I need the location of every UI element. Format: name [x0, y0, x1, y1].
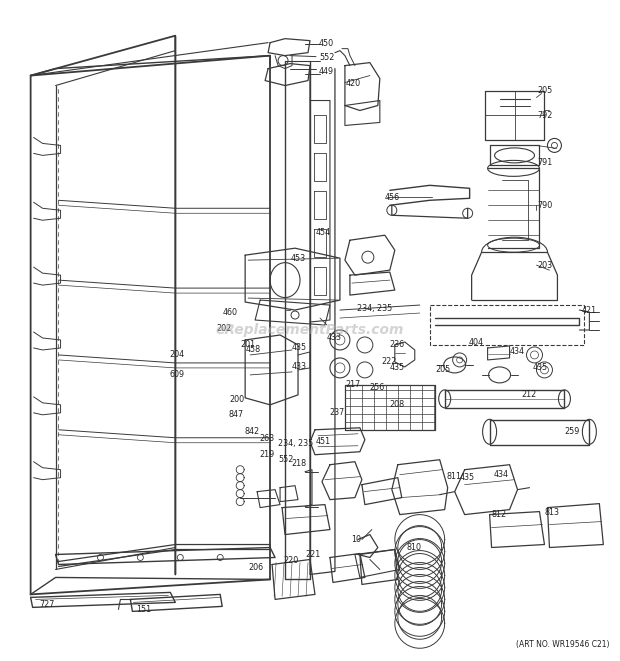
Text: 435: 435: [459, 473, 475, 482]
Text: 221: 221: [305, 550, 321, 559]
Text: 206: 206: [248, 563, 264, 572]
Text: 263: 263: [259, 434, 274, 444]
Text: 813: 813: [544, 508, 559, 517]
Text: 456: 456: [385, 193, 400, 202]
Text: 552: 552: [319, 53, 334, 62]
Text: 10: 10: [351, 535, 361, 544]
Text: 449: 449: [319, 67, 334, 76]
Text: 256: 256: [370, 383, 385, 393]
Text: 259: 259: [564, 427, 580, 436]
Text: 791: 791: [538, 158, 553, 167]
Text: 433: 433: [327, 334, 342, 342]
Text: 212: 212: [521, 391, 537, 399]
Text: 236: 236: [390, 340, 405, 350]
Text: 451: 451: [316, 437, 331, 446]
Text: 222: 222: [382, 358, 397, 366]
Text: 237: 237: [329, 408, 344, 417]
Text: 609: 609: [169, 370, 184, 379]
Text: 205: 205: [538, 86, 553, 95]
Text: 458: 458: [245, 346, 260, 354]
Text: 433: 433: [292, 362, 307, 371]
Text: 727: 727: [40, 600, 55, 609]
Bar: [430, 305, 585, 345]
Text: 842: 842: [244, 427, 259, 436]
Text: (ART NO. WR19546 C21): (ART NO. WR19546 C21): [516, 641, 609, 649]
Text: 420: 420: [346, 79, 361, 88]
Text: 201: 201: [240, 340, 255, 350]
Text: 421: 421: [582, 305, 596, 315]
Text: eReplacementParts.com: eReplacementParts.com: [216, 323, 404, 337]
Text: 453: 453: [291, 254, 306, 262]
Text: 847: 847: [228, 410, 243, 419]
Text: 454: 454: [316, 228, 331, 237]
Text: 404: 404: [469, 338, 484, 348]
Text: 812: 812: [492, 510, 507, 519]
Text: 792: 792: [538, 111, 553, 120]
Text: 435: 435: [533, 364, 547, 372]
Text: 234, 235: 234, 235: [357, 303, 392, 313]
Text: 208: 208: [390, 401, 405, 409]
Text: 219: 219: [259, 450, 275, 459]
Text: 203: 203: [538, 260, 552, 270]
Text: 218: 218: [291, 459, 306, 468]
Text: 450: 450: [319, 39, 334, 48]
Text: 435: 435: [390, 364, 405, 372]
Text: 790: 790: [538, 201, 553, 210]
Text: 810: 810: [407, 543, 422, 552]
Text: 434: 434: [510, 348, 525, 356]
Text: 460: 460: [222, 307, 237, 317]
Text: 151: 151: [136, 605, 151, 614]
Text: 434: 434: [494, 470, 508, 479]
Text: 435: 435: [292, 344, 307, 352]
Text: 234, 235: 234, 235: [278, 440, 313, 448]
Text: 200: 200: [229, 395, 244, 405]
Text: 202: 202: [216, 323, 231, 332]
Text: 217: 217: [345, 380, 360, 389]
Text: 220: 220: [283, 556, 298, 565]
Text: 204: 204: [169, 350, 184, 360]
Text: 552: 552: [278, 455, 293, 464]
Text: 205: 205: [436, 366, 451, 374]
Text: 811: 811: [446, 472, 462, 481]
